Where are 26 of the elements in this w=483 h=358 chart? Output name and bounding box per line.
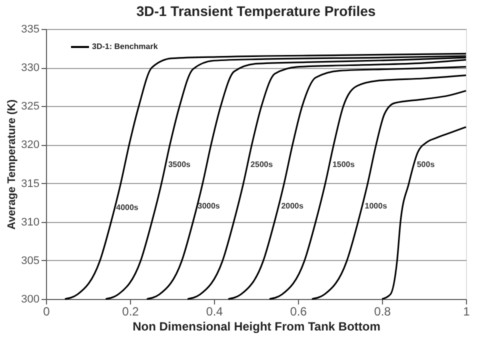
- annotation: 3500s: [168, 160, 192, 169]
- x-tick-label: 0.8: [374, 304, 392, 318]
- annotation: 4000s: [116, 202, 139, 212]
- y-tick-label: 310: [21, 216, 40, 228]
- annotation: 500s: [416, 160, 436, 169]
- y-tick-label: 320: [21, 139, 40, 152]
- y-tick-label: 335: [21, 24, 40, 36]
- x-tick-label: 0.2: [122, 304, 140, 318]
- x-tick-label: 1: [463, 304, 470, 318]
- y-tick-label: 330: [21, 62, 40, 74]
- y-axis-title: Average Temperature (K): [6, 99, 18, 230]
- x-tick-label: 0.4: [206, 304, 224, 318]
- x-tick-label: 0.6: [290, 304, 308, 318]
- x-axis-title: Non Dimensional Height From Tank Bottom: [132, 320, 380, 334]
- legend-label: 3D-1: Benchmark: [92, 42, 158, 51]
- annotation: 3000s: [198, 201, 220, 210]
- annotation: 1000s: [364, 201, 388, 210]
- y-tick-label: 300: [21, 294, 40, 306]
- y-tick-label: 325: [21, 100, 40, 113]
- annotation: 2500s: [250, 160, 274, 169]
- y-tick-label: 305: [21, 254, 40, 267]
- annotation: 2000s: [281, 201, 304, 210]
- x-tick-label: 0: [43, 304, 50, 318]
- chart-title: 3D-1 Transient Temperature Profiles: [136, 3, 376, 19]
- y-tick-label: 315: [21, 178, 40, 190]
- annotation: 1500s: [332, 160, 356, 169]
